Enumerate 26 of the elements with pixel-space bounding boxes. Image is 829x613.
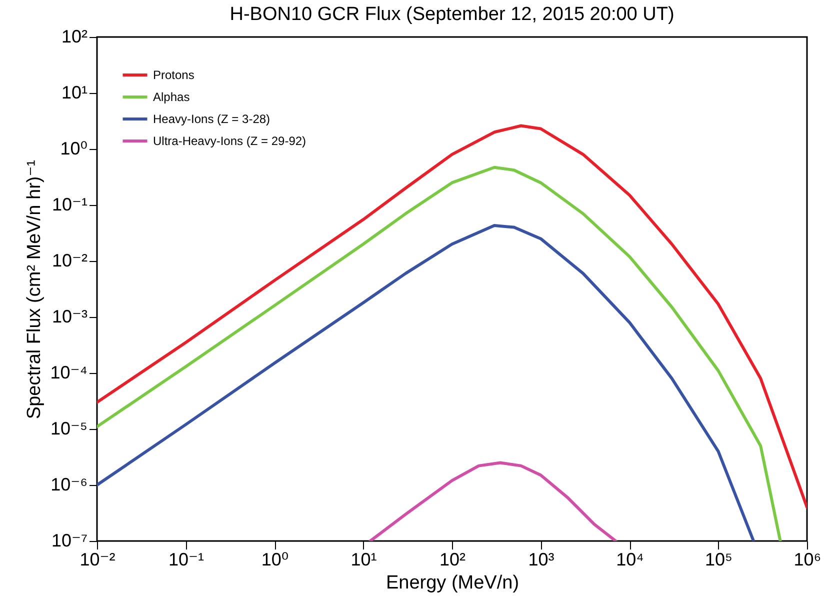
legend-label: Protons (153, 68, 194, 82)
x-tick-label: 10⁻¹ (168, 550, 204, 570)
y-tick-label: 10⁻³ (52, 306, 88, 326)
y-tick-label: 10¹ (61, 82, 88, 102)
x-tick-label: 10⁵ (705, 550, 732, 570)
y-axis-title: Spectral Flux (cm² MeV/n hr)⁻¹ (24, 160, 46, 420)
y-tick-label: 10⁻⁶ (50, 474, 88, 494)
x-axis-title: Energy (MeV/n) (386, 572, 520, 594)
chart-title: H-BON10 GCR Flux (September 12, 2015 20:00 UT) (230, 4, 674, 25)
x-tick-label: 10⁰ (261, 550, 289, 570)
x-tick-label: 10¹ (350, 550, 377, 570)
y-tick-label: 10⁻¹ (52, 194, 88, 214)
legend-label: Alphas (153, 90, 190, 104)
legend-label: Heavy-Ions (Z = 3-28) (153, 112, 270, 126)
y-tick-label: 10⁻² (52, 250, 88, 270)
x-tick-label: 10⁶ (794, 550, 822, 570)
y-tick-label: 10⁰ (60, 138, 88, 158)
x-tick-label: 10² (439, 550, 466, 570)
legend-label: Ultra-Heavy-Ions (Z = 29-92) (153, 134, 306, 148)
y-tick-label: 10⁻⁴ (50, 362, 88, 382)
x-tick-label: 10³ (528, 550, 554, 570)
x-tick-label: 10⁴ (616, 550, 644, 570)
y-tick-label: 10⁻⁷ (51, 530, 88, 550)
y-tick-label: 10⁻⁵ (50, 418, 88, 438)
x-tick-label: 10⁻² (80, 550, 116, 570)
y-tick-label: 10² (61, 26, 88, 46)
